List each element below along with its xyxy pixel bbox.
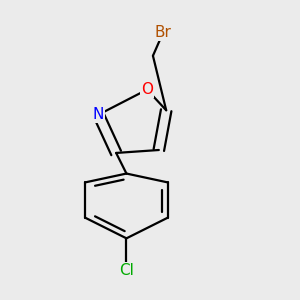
Text: N: N bbox=[93, 107, 104, 122]
Text: Br: Br bbox=[155, 25, 172, 40]
Text: Cl: Cl bbox=[119, 263, 134, 278]
Text: O: O bbox=[141, 82, 153, 97]
